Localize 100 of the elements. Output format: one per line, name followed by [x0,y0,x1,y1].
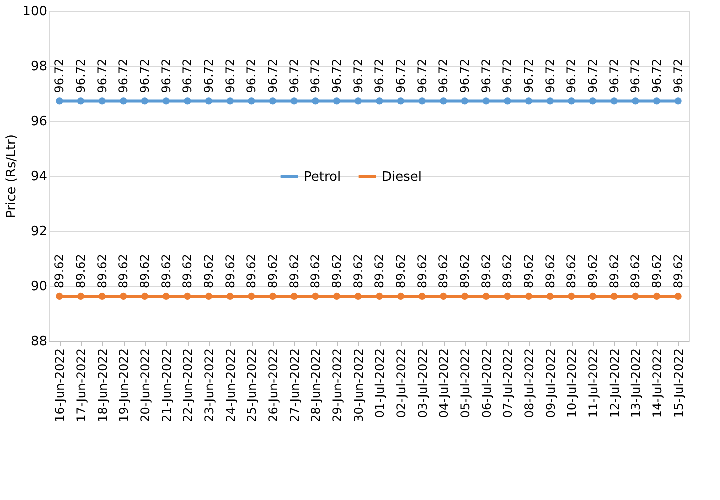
x-tick-label: 18-Jun-2022 [96,348,110,422]
x-tick-label: 19-Jun-2022 [117,348,132,422]
x-tick-label: 04-Jul-2022 [437,348,452,418]
data-label: 89.62 [564,254,579,288]
data-label: 89.62 [586,254,600,288]
x-tick-label: 23-Jun-2022 [202,348,216,422]
data-label: 96.72 [500,58,515,94]
data-label: 89.62 [650,254,664,288]
y-tick-label: 98 [30,60,48,74]
data-label: 96.72 [116,58,131,94]
data-label: 96.72 [266,58,280,94]
x-tick-label: 13-Jul-2022 [629,348,644,418]
data-label: 89.62 [671,254,686,288]
data-label: 89.62 [436,254,451,288]
data-label: 96.72 [586,58,600,94]
x-tick-label: 03-Jul-2022 [416,348,430,418]
y-tick-label: 92 [30,224,48,240]
data-label: 96.72 [394,58,408,94]
data-label: 89.62 [330,254,344,288]
data-label: 96.72 [436,58,451,94]
data-label: 96.72 [564,58,579,94]
y-axis-title: Price (Rs/Ltr) [4,134,20,218]
x-tick-label: 02-Jul-2022 [394,348,408,418]
x-tick-label: 09-Jul-2022 [544,348,558,418]
data-label: 89.62 [95,254,110,288]
y-tick-label: 90 [30,280,48,294]
x-tick-label: 08-Jul-2022 [522,348,536,418]
data-label: 96.72 [607,58,622,94]
data-label: 89.62 [308,254,323,288]
data-label: 89.62 [138,254,152,288]
x-tick-label: 01-Jul-2022 [373,348,388,418]
x-tick-label: 11-Jul-2022 [586,348,600,418]
x-tick-label: 07-Jul-2022 [501,348,516,418]
data-label: 89.62 [287,254,302,288]
data-label: 89.62 [52,254,67,288]
data-label: 89.62 [458,254,472,288]
x-tick-label: 30-Jun-2022 [352,348,366,422]
y-tick-label: 94 [30,170,48,184]
data-label: 96.72 [372,58,387,94]
x-tick-label: 10-Jul-2022 [565,348,580,418]
data-label: 96.72 [52,58,67,94]
x-tick-label: 15-Jul-2022 [672,348,686,418]
data-label: 96.72 [479,58,494,94]
x-tick-label: 14-Jul-2022 [650,348,664,418]
data-label: 89.62 [628,254,643,288]
data-label: 96.72 [351,58,366,94]
x-tick-label: 25-Jun-2022 [245,348,260,422]
x-tick-label: 22-Jun-2022 [181,348,196,422]
data-label: 96.72 [308,58,323,94]
legend-label: Diesel [382,170,422,185]
data-label: 96.72 [543,58,558,94]
data-label: 89.62 [500,254,515,288]
data-label: 89.62 [180,254,195,288]
data-label: 96.72 [180,58,195,94]
data-label: 96.72 [671,58,686,94]
y-tick-label: 96 [30,114,48,130]
y-tick-label: 100 [22,4,48,20]
data-label: 89.62 [394,254,408,288]
x-tick-label: 05-Jul-2022 [458,348,472,418]
x-tick-label: 12-Jul-2022 [608,348,622,418]
data-label: 89.62 [415,254,430,288]
data-label: 96.72 [458,58,472,94]
data-label: 96.72 [74,58,88,94]
data-label: 89.62 [543,254,558,288]
x-tick-label: 16-Jun-2022 [53,348,68,422]
data-label: 96.72 [244,58,259,94]
legend-label: Petrol [304,170,342,185]
data-label: 89.62 [522,254,536,288]
data-label: 89.62 [159,254,174,288]
x-tick-label: 26-Jun-2022 [266,348,280,422]
x-tick-label: 06-Jul-2022 [480,348,494,418]
data-label: 96.72 [138,58,152,94]
data-label: 89.62 [607,254,622,288]
data-label: 89.62 [372,254,387,288]
data-label: 89.62 [479,254,494,288]
data-label: 89.62 [202,254,216,288]
data-label: 89.62 [244,254,259,288]
data-label: 96.72 [223,58,238,94]
data-label: 96.72 [95,58,110,94]
x-tick-label: 27-Jun-2022 [288,348,302,422]
data-label: 96.72 [202,58,216,94]
x-tick-label: 17-Jun-2022 [74,348,88,422]
data-label: 96.72 [159,58,174,94]
data-label: 89.62 [74,254,88,288]
data-label: 96.72 [522,58,536,94]
x-tick-label: 21-Jun-2022 [160,348,174,422]
data-label: 96.72 [330,58,344,94]
data-label: 96.72 [628,58,643,94]
data-label: 96.72 [287,58,302,94]
x-tick-label: 24-Jun-2022 [224,348,238,422]
y-tick-label: 88 [30,334,48,350]
data-label: 96.72 [415,58,430,94]
data-label: 96.72 [650,58,664,94]
x-tick-label: 29-Jun-2022 [330,348,344,422]
x-tick-label: 20-Jun-2022 [138,348,152,422]
data-label: 89.62 [266,254,280,288]
data-label: 89.62 [116,254,131,288]
data-label: 89.62 [351,254,366,288]
x-tick-label: 28-Jun-2022 [309,348,324,422]
data-label: 89.62 [223,254,238,288]
